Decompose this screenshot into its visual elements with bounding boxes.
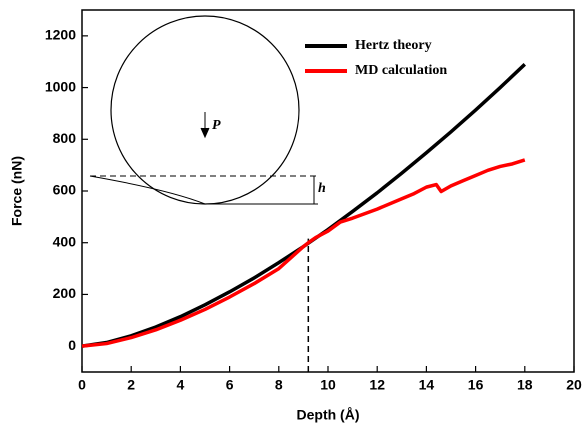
x-axis-label: Depth (Å) bbox=[297, 407, 360, 423]
x-tick-label: 20 bbox=[566, 377, 582, 393]
x-tick-label: 8 bbox=[275, 377, 283, 393]
legend-label: Hertz theory bbox=[355, 38, 432, 53]
plot-frame bbox=[81, 9, 575, 373]
x-tick-label: 2 bbox=[127, 377, 135, 393]
y-tick-label: 400 bbox=[53, 233, 77, 249]
legend-label: MD calculation bbox=[355, 63, 447, 78]
y-tick-label: 200 bbox=[53, 285, 77, 301]
y-tick-label: 800 bbox=[53, 130, 77, 146]
y-tick-label: 1000 bbox=[45, 78, 76, 94]
y-tick-label: 600 bbox=[53, 182, 77, 198]
gap-label: h bbox=[318, 181, 326, 196]
y-tick-label: 0 bbox=[68, 337, 76, 353]
x-tick-label: 18 bbox=[517, 377, 533, 393]
x-tick-label: 10 bbox=[320, 377, 336, 393]
series-line bbox=[81, 63, 527, 348]
y-axis-label: Force (nN) bbox=[9, 156, 25, 226]
x-tick-label: 14 bbox=[419, 377, 435, 393]
y-tick-label: 1200 bbox=[45, 27, 76, 43]
x-tick-label: 6 bbox=[226, 377, 234, 393]
x-tick-label: 12 bbox=[369, 377, 385, 393]
x-tick-label: 16 bbox=[468, 377, 484, 393]
series-line bbox=[81, 158, 526, 348]
x-tick-label: 0 bbox=[78, 377, 86, 393]
x-tick-label: 4 bbox=[177, 377, 185, 393]
load-label: P bbox=[212, 118, 221, 133]
inset-diagram bbox=[89, 15, 318, 205]
